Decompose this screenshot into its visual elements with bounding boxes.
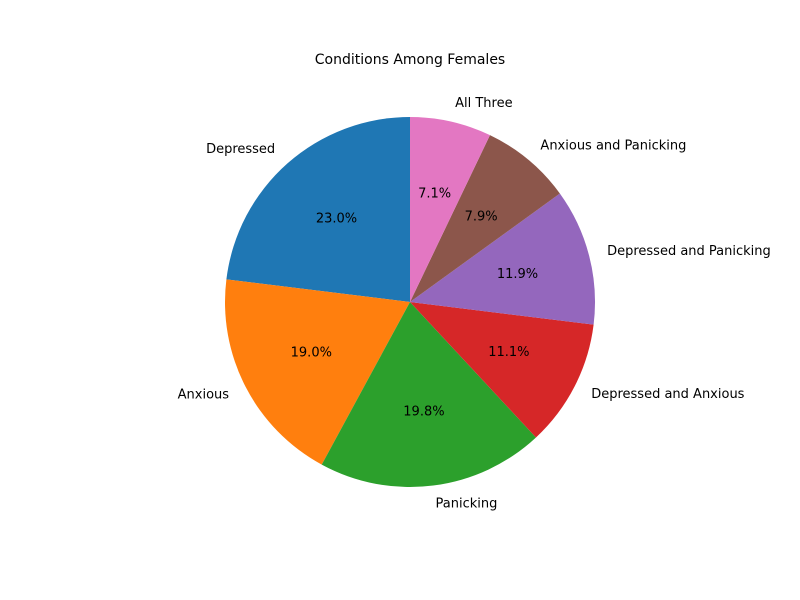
- slice-all-three: [410, 117, 490, 302]
- slice-label-anxious-and-panicking: Anxious and Panicking: [540, 138, 686, 153]
- pct-label-all-three: 7.1%: [418, 186, 451, 201]
- percent-labels: 23.0% 19.0% 19.8% 11.1% 11.9% 7.9% 7.1%: [291, 186, 539, 419]
- chart-title: Conditions Among Females: [315, 52, 505, 68]
- slice-labels: Depressed Anxious Panicking Depressed and A…: [178, 96, 771, 511]
- slice-label-depressed-and-panicking: Depressed and Panicking: [607, 244, 771, 259]
- slice-anxious: [224, 279, 410, 465]
- pct-label-anxious: 19.0%: [291, 345, 332, 360]
- slice-panicking: [321, 302, 536, 487]
- slice-depressed-and-anxious: [410, 302, 594, 438]
- pct-label-anxious-and-panicking: 7.9%: [465, 209, 498, 224]
- pct-label-depressed-and-panicking: 11.9%: [497, 267, 538, 282]
- pct-label-depressed: 23.0%: [316, 211, 357, 226]
- pct-label-panicking: 19.8%: [403, 405, 444, 420]
- pct-label-depressed-and-anxious: 11.1%: [488, 345, 529, 360]
- slice-label-all-three: All Three: [455, 96, 512, 111]
- slice-label-panicking: Panicking: [436, 496, 498, 511]
- slice-depressed-and-panicking: [410, 193, 595, 325]
- pie-slices: [224, 117, 595, 487]
- slice-label-depressed-and-anxious: Depressed and Anxious: [591, 387, 744, 402]
- slice-anxious-and-panicking: [410, 135, 560, 302]
- slice-depressed: [226, 117, 410, 302]
- slice-label-anxious: Anxious: [178, 388, 230, 403]
- slice-label-depressed: Depressed: [206, 142, 275, 157]
